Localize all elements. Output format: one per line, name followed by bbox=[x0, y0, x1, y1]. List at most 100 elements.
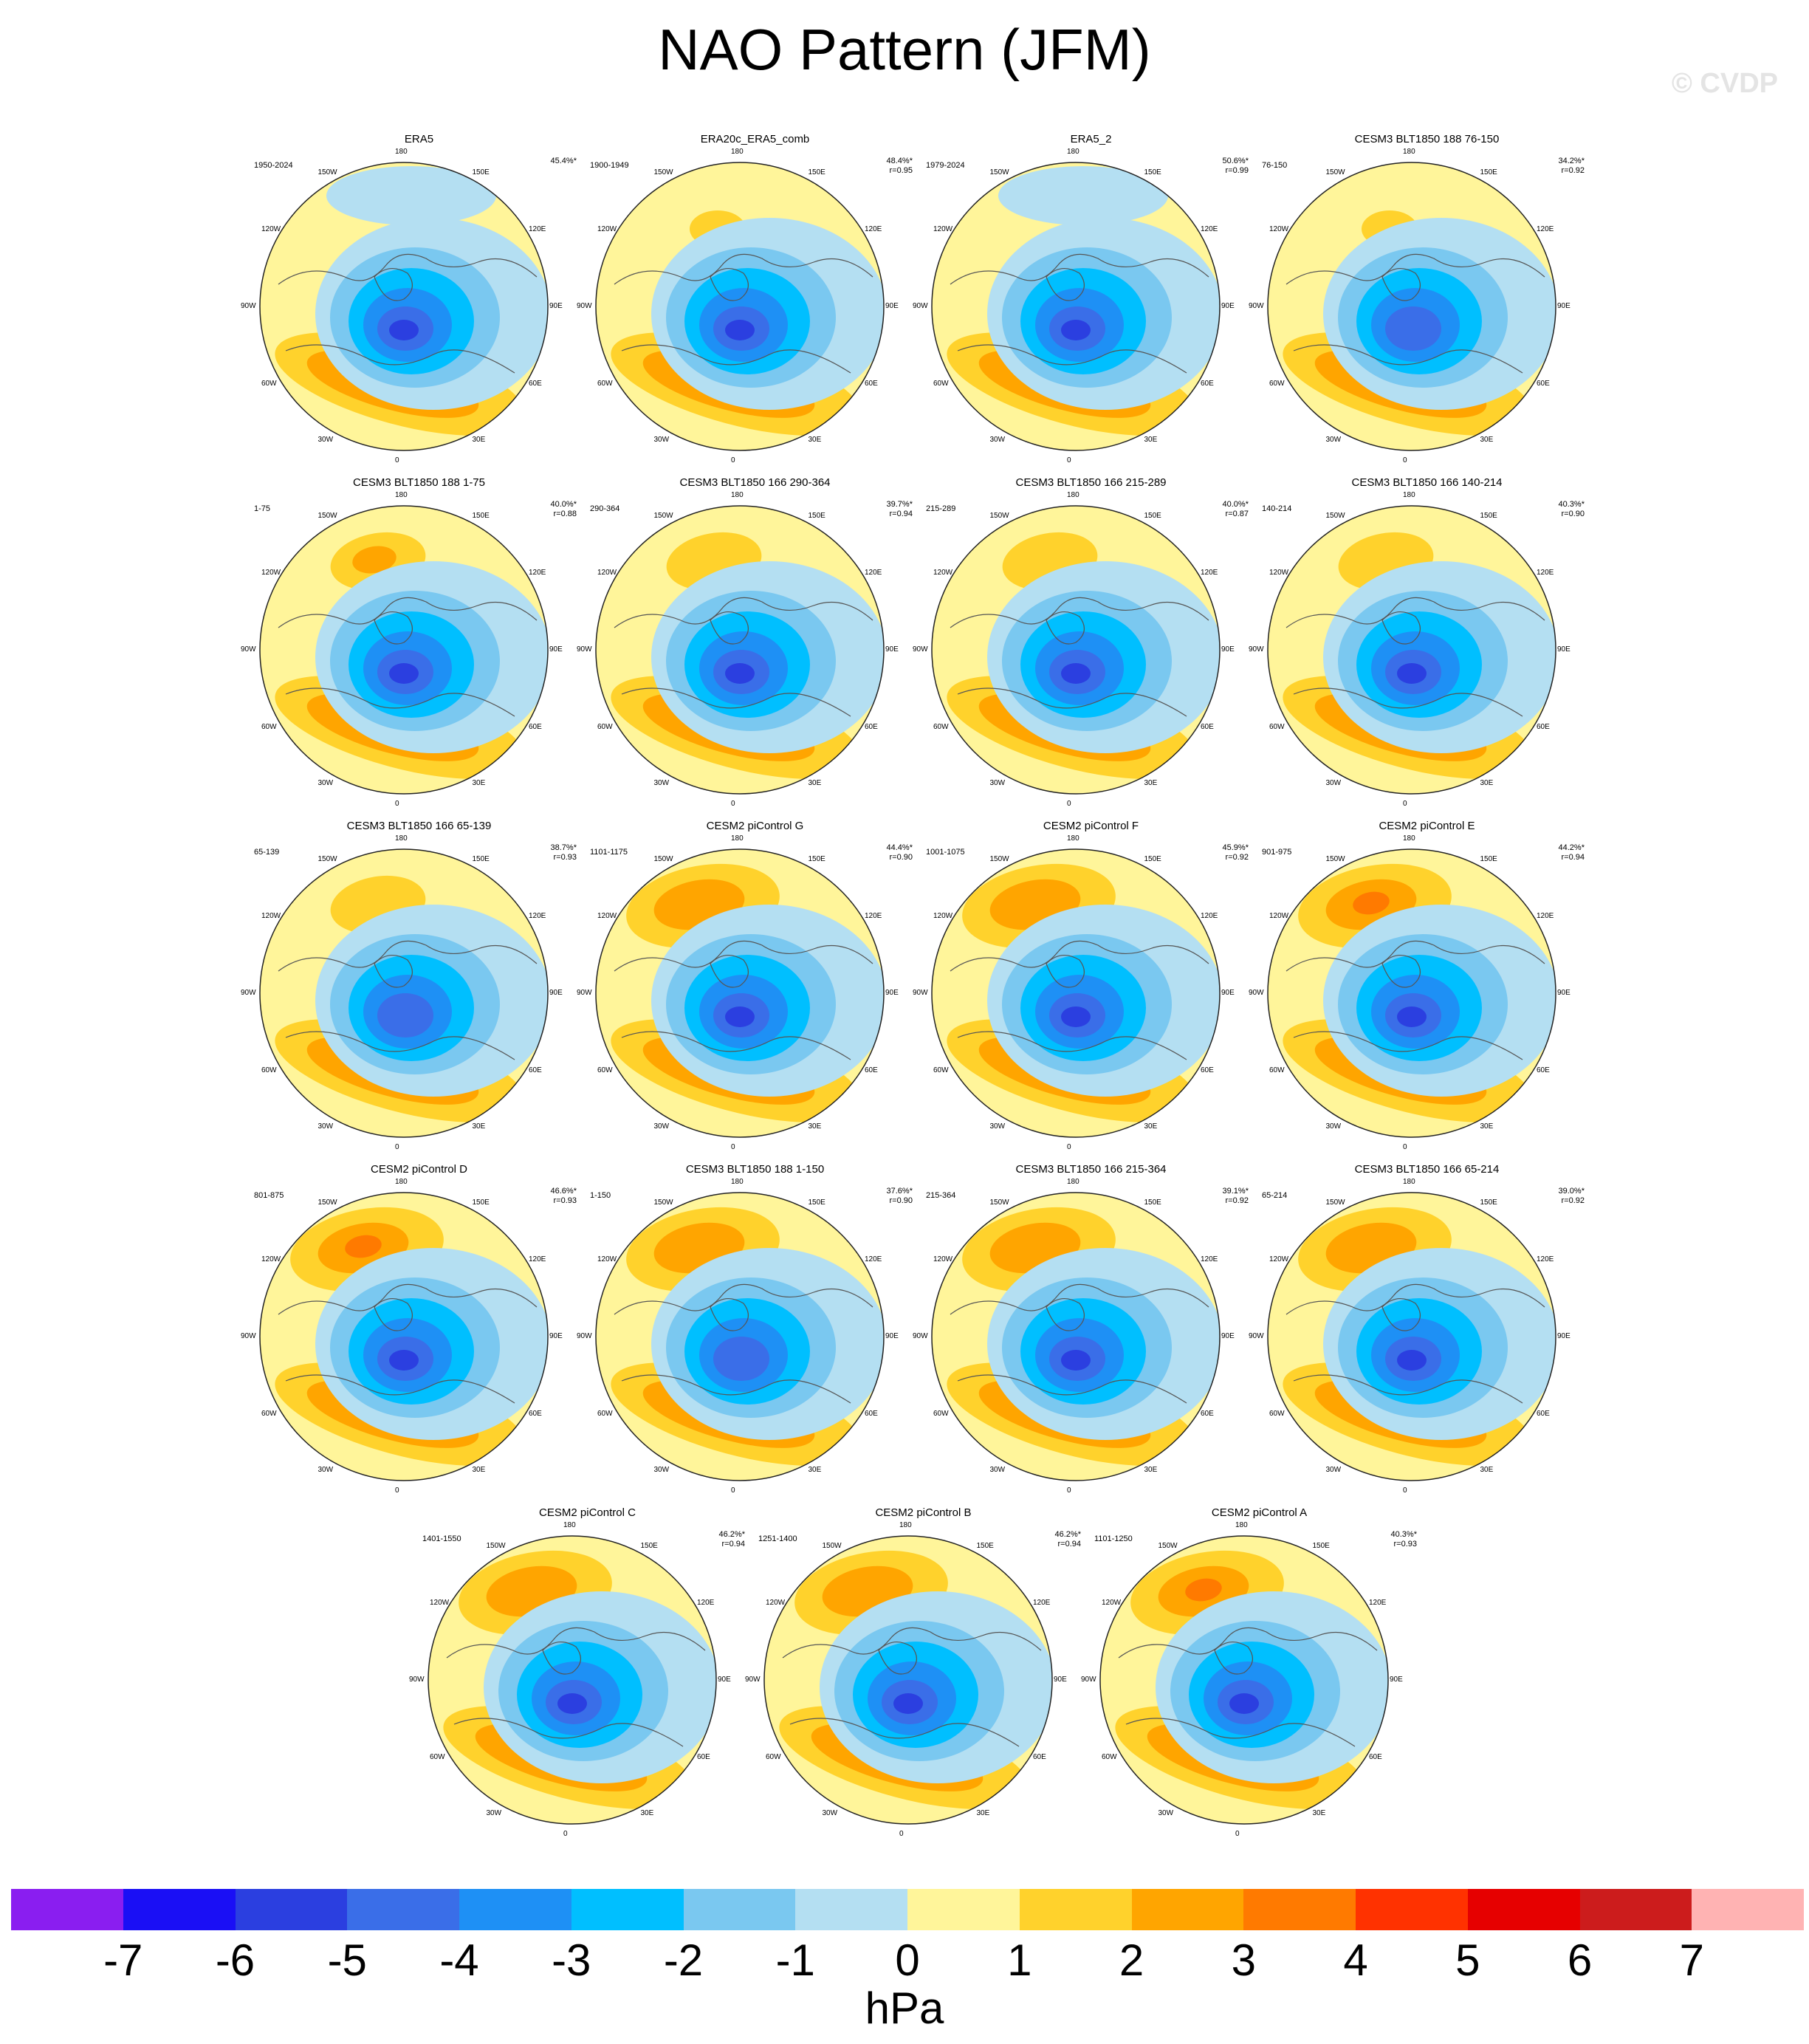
slp-anomaly-field bbox=[596, 849, 884, 1137]
polar-map bbox=[259, 505, 549, 795]
colorbar-swatch bbox=[1243, 1889, 1356, 1930]
colorbar-swatch bbox=[907, 1889, 1020, 1930]
panel-title: CESM2 piControl G bbox=[706, 820, 804, 832]
panel-variance-pct: 39.7%* bbox=[886, 500, 913, 509]
cvdp-watermark: © CVDP bbox=[1671, 68, 1778, 99]
coastlines bbox=[1285, 597, 1545, 717]
longitude-label: 30W bbox=[317, 778, 334, 787]
longitude-label: 120W bbox=[933, 911, 953, 920]
panel-variance-pct: 48.4%* bbox=[886, 157, 913, 165]
longitude-label: 60E bbox=[1368, 1752, 1382, 1761]
longitude-label: 180 bbox=[899, 1521, 912, 1529]
longitude-label: 60W bbox=[1269, 722, 1285, 731]
panel-stats: 39.1%* r=0.92 bbox=[1223, 1187, 1249, 1206]
longitude-label: 0 bbox=[731, 1143, 735, 1151]
longitude-label: 120W bbox=[1269, 568, 1289, 577]
longitude-label: 150E bbox=[1480, 168, 1497, 176]
longitude-label: 30E bbox=[472, 1122, 486, 1131]
longitude-label: 120E bbox=[1200, 911, 1218, 920]
longitude-label: 150E bbox=[1144, 168, 1161, 176]
longitude-label: 60E bbox=[528, 1409, 542, 1418]
colorbar-swatch bbox=[1579, 1889, 1692, 1930]
polar-map bbox=[931, 162, 1221, 451]
panel-stats: 50.6%* r=0.99 bbox=[1223, 157, 1249, 176]
map-panel: CESM3 BLT1850 166 215-289 215-289 40.0%* r=… bbox=[913, 476, 1259, 823]
panel-title: CESM2 piControl C bbox=[539, 1506, 636, 1519]
panel-period: 1900-1949 bbox=[590, 161, 629, 170]
longitude-label: 0 bbox=[1067, 456, 1071, 464]
longitude-label: 30E bbox=[1480, 778, 1494, 787]
map-panel: CESM2 piControl D 801-875 46.6%* r=0.93 180 1… bbox=[241, 1163, 587, 1510]
panel-period: 1950-2024 bbox=[254, 161, 293, 170]
panel-variance-pct: 50.6%* bbox=[1222, 157, 1249, 165]
colorbar-tick-label: 4 bbox=[1343, 1935, 1368, 1985]
longitude-label: 60E bbox=[528, 379, 542, 388]
panel-stats: 46.2%* r=0.94 bbox=[1055, 1530, 1081, 1549]
longitude-label: 60E bbox=[1200, 722, 1214, 731]
longitude-label: 90E bbox=[1221, 302, 1235, 310]
longitude-label: 150E bbox=[808, 855, 825, 863]
longitude-label: 120E bbox=[1200, 1255, 1218, 1263]
colorbar-swatch bbox=[459, 1889, 571, 1930]
colorbar-tick-label: 3 bbox=[1231, 1935, 1256, 1985]
longitude-label: 180 bbox=[395, 1178, 408, 1186]
longitude-label: 30E bbox=[808, 1465, 822, 1474]
longitude-label: 60W bbox=[933, 1066, 949, 1074]
longitude-label: 90E bbox=[549, 989, 563, 997]
longitude-label: 180 bbox=[1067, 1178, 1079, 1186]
longitude-label: 180 bbox=[1067, 491, 1079, 499]
longitude-label: 30W bbox=[1325, 1465, 1342, 1474]
polar-map bbox=[1267, 848, 1556, 1138]
longitude-label: 90E bbox=[1221, 645, 1235, 654]
longitude-label: 0 bbox=[1067, 1143, 1071, 1151]
longitude-label: 150W bbox=[653, 855, 673, 863]
longitude-label: 120W bbox=[261, 911, 281, 920]
panel-stats: 34.2%* r=0.92 bbox=[1559, 157, 1585, 176]
panel-title: CESM2 piControl B bbox=[875, 1506, 972, 1519]
coastlines bbox=[278, 597, 538, 717]
longitude-label: 120E bbox=[1032, 1598, 1051, 1607]
coastlines bbox=[1118, 1627, 1378, 1747]
longitude-label: 150W bbox=[653, 168, 673, 176]
panel-title: CESM3 BLT1850 166 215-289 bbox=[1015, 476, 1167, 489]
longitude-label: 90E bbox=[885, 989, 899, 997]
longitude-label: 150E bbox=[808, 168, 825, 176]
longitude-label: 120E bbox=[1200, 568, 1218, 577]
colorbar-tick-label: -4 bbox=[439, 1935, 479, 1985]
slp-anomaly-field bbox=[932, 506, 1220, 794]
longitude-label: 180 bbox=[395, 834, 408, 843]
coastlines bbox=[278, 940, 538, 1060]
panel-title: CESM2 piControl E bbox=[1379, 820, 1475, 832]
longitude-label: 90E bbox=[1557, 989, 1571, 997]
panel-period: 215-289 bbox=[926, 504, 956, 513]
map-panel: CESM2 piControl C 1401-1550 46.2%* r=0.94 18… bbox=[409, 1506, 755, 1853]
colorbar-units: hPa bbox=[865, 1983, 944, 2033]
longitude-label: 120W bbox=[1102, 1598, 1122, 1607]
longitude-label: 90W bbox=[1249, 989, 1264, 997]
longitude-label: 90E bbox=[1557, 1332, 1571, 1340]
panel-variance-pct: 40.0%* bbox=[550, 500, 577, 509]
longitude-label: 60E bbox=[1032, 1752, 1046, 1761]
longitude-label: 60E bbox=[696, 1752, 710, 1761]
longitude-label: 180 bbox=[731, 1178, 744, 1186]
map-panel: CESM3 BLT1850 166 140-214 140-214 40.3%* r=… bbox=[1249, 476, 1595, 823]
colorbar-swatch bbox=[795, 1889, 907, 1930]
panel-stats: 38.7%* r=0.93 bbox=[551, 843, 577, 862]
panel-period: 76-150 bbox=[1262, 161, 1288, 170]
panel-stats: 40.0%* r=0.88 bbox=[551, 500, 577, 519]
longitude-label: 30W bbox=[989, 435, 1006, 444]
panel-title: CESM3 BLT1850 188 1-75 bbox=[353, 476, 485, 489]
longitude-label: 60W bbox=[1269, 1066, 1285, 1074]
longitude-label: 120E bbox=[1536, 1255, 1554, 1263]
longitude-label: 60W bbox=[261, 1409, 277, 1418]
panel-stats: 39.7%* r=0.94 bbox=[887, 500, 913, 519]
slp-anomaly-field bbox=[596, 506, 884, 794]
longitude-label: 0 bbox=[1403, 1486, 1407, 1495]
colorbar-tick-label: -3 bbox=[552, 1935, 591, 1985]
panel-period: 1251-1400 bbox=[758, 1534, 797, 1543]
slp-anomaly-field bbox=[932, 1193, 1220, 1481]
longitude-label: 90W bbox=[577, 645, 592, 654]
panel-period: 140-214 bbox=[1262, 504, 1292, 513]
longitude-label: 30W bbox=[486, 1808, 502, 1817]
longitude-label: 120E bbox=[1368, 1598, 1387, 1607]
